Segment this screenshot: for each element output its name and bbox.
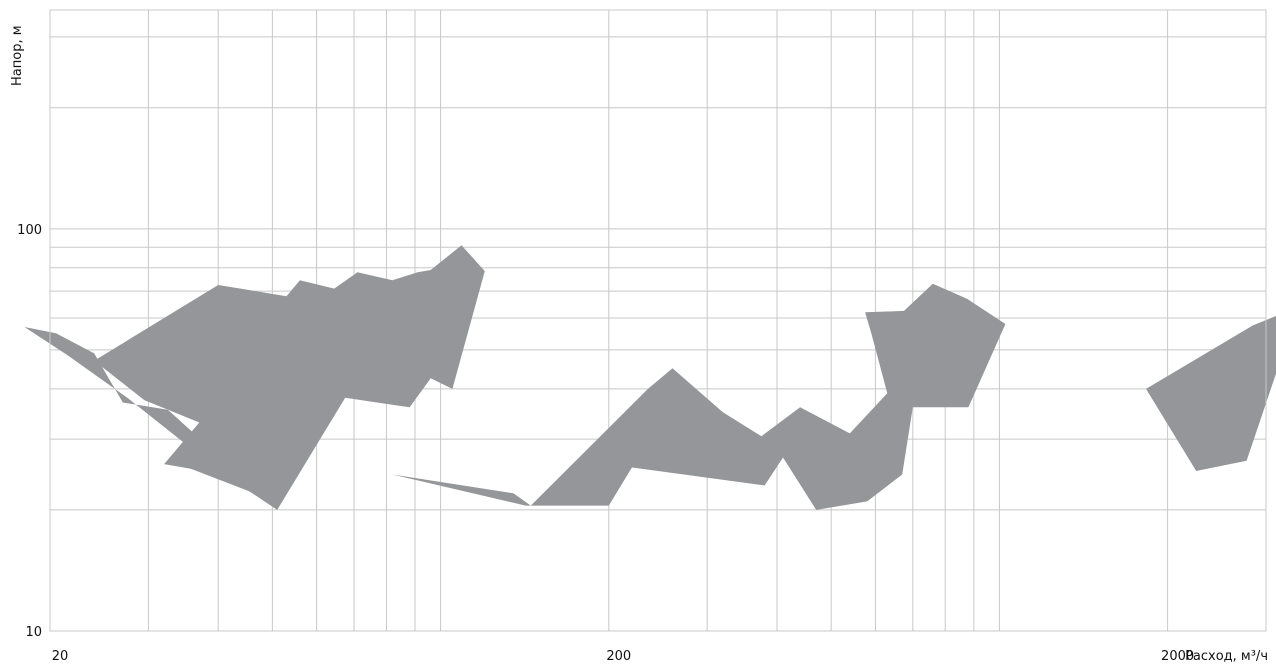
operating-region-2 <box>94 245 485 510</box>
plot-frame <box>49 9 1267 632</box>
x-tick-label: 2000 <box>1161 649 1194 664</box>
operating-region-3 <box>392 283 1006 510</box>
x-axis-label: Расход, м³/ч <box>1185 649 1268 664</box>
y-axis-label: Напор, м <box>10 25 25 86</box>
x-tick-label: 20 <box>52 649 69 664</box>
y-tick-label: 10 <box>25 625 42 640</box>
plot-regions <box>24 245 1276 510</box>
y-axis-ticks: 10 100 <box>17 223 42 640</box>
plot-border <box>49 9 1267 632</box>
x-axis-ticks: 20 200 2000 <box>52 649 1194 664</box>
y-tick-label: 100 <box>17 223 42 238</box>
grid <box>49 10 1267 632</box>
x-tick-label: 200 <box>606 649 631 664</box>
operating-region-4 <box>1146 315 1276 471</box>
